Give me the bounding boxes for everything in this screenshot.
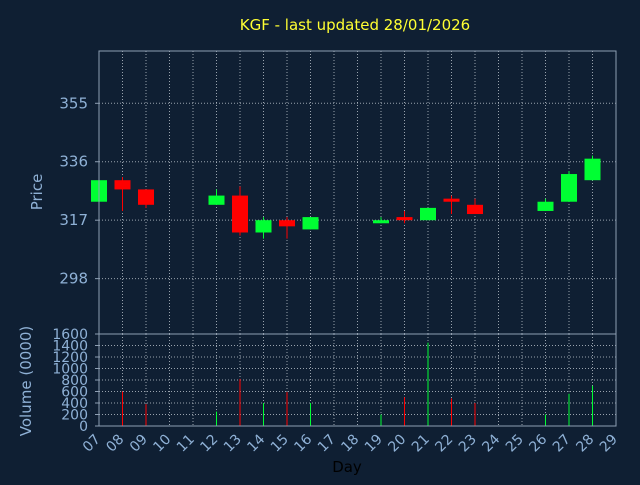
candle-body bbox=[138, 189, 154, 205]
x-tick-label: 13 bbox=[221, 432, 245, 456]
candle-body bbox=[114, 180, 131, 190]
x-axis-label: Day bbox=[332, 458, 362, 476]
volume-grid bbox=[95, 333, 617, 427]
x-tick-label: 20 bbox=[385, 432, 409, 456]
candle-body bbox=[561, 174, 577, 202]
price-grid bbox=[95, 51, 617, 334]
price-candles bbox=[91, 155, 601, 239]
volume-axis-label: Volume (0000) bbox=[17, 326, 35, 436]
candle-body bbox=[537, 201, 554, 211]
x-tick-label: 28 bbox=[573, 432, 597, 456]
x-tick-label: 16 bbox=[291, 431, 315, 455]
x-tick-label: 12 bbox=[197, 432, 221, 456]
panel-frames bbox=[98, 50, 617, 427]
x-tick-label: 17 bbox=[315, 432, 339, 456]
candle-body bbox=[302, 217, 319, 230]
volume-tick-label: 1000 bbox=[52, 362, 88, 378]
volume-tick-label: 200 bbox=[61, 408, 88, 424]
x-tick-label: 11 bbox=[174, 432, 198, 456]
candle-body bbox=[279, 220, 295, 227]
candle-body bbox=[467, 204, 483, 215]
x-tick-label: 21 bbox=[409, 432, 433, 456]
axis-labels: KGF - last updated 28/01/2026 Price Volu… bbox=[17, 16, 621, 476]
x-tick-label: 09 bbox=[127, 432, 151, 456]
volume-tick-label: 1200 bbox=[52, 350, 88, 366]
candle-body bbox=[232, 195, 248, 233]
volume-tick-label: 0 bbox=[79, 419, 88, 435]
x-tick-label: 19 bbox=[362, 432, 386, 456]
volume-tick-label: 800 bbox=[61, 373, 88, 389]
volume-tick-label: 1400 bbox=[52, 339, 88, 355]
candle-body bbox=[208, 195, 225, 205]
x-tick-label: 14 bbox=[244, 431, 268, 455]
x-tick-label: 15 bbox=[268, 432, 292, 456]
x-tick-label: 07 bbox=[80, 432, 104, 456]
price-tick-label: 298 bbox=[59, 270, 88, 288]
price-tick-label: 355 bbox=[59, 94, 88, 112]
x-tick-label: 26 bbox=[526, 431, 550, 455]
x-tick-label: 23 bbox=[456, 432, 480, 456]
volume-panel-frame bbox=[98, 333, 617, 427]
candle-body bbox=[396, 217, 413, 221]
candle-body bbox=[420, 207, 436, 221]
volume-bars bbox=[122, 342, 593, 426]
price-tick-label: 336 bbox=[59, 153, 88, 171]
volume-tick-label: 400 bbox=[61, 396, 88, 412]
candle-body bbox=[255, 220, 272, 233]
candle-body bbox=[373, 220, 389, 224]
x-tick-label: 10 bbox=[150, 432, 174, 456]
volume-tick-label: 600 bbox=[61, 385, 88, 401]
x-tick-label: 27 bbox=[550, 432, 574, 456]
candle-body bbox=[443, 198, 460, 202]
x-tick-label: 24 bbox=[479, 431, 503, 455]
x-tick-label: 25 bbox=[503, 432, 527, 456]
x-tick-label: 08 bbox=[103, 432, 127, 456]
x-tick-label: 18 bbox=[338, 432, 362, 456]
x-tick-label: 29 bbox=[597, 432, 621, 456]
price-tick-label: 317 bbox=[59, 211, 88, 229]
x-tick-label: 22 bbox=[432, 432, 456, 456]
chart-title: KGF - last updated 28/01/2026 bbox=[240, 16, 470, 34]
candle-body bbox=[584, 158, 601, 181]
volume-tick-label: 1600 bbox=[52, 327, 88, 343]
price-axis-label: Price bbox=[28, 174, 46, 211]
